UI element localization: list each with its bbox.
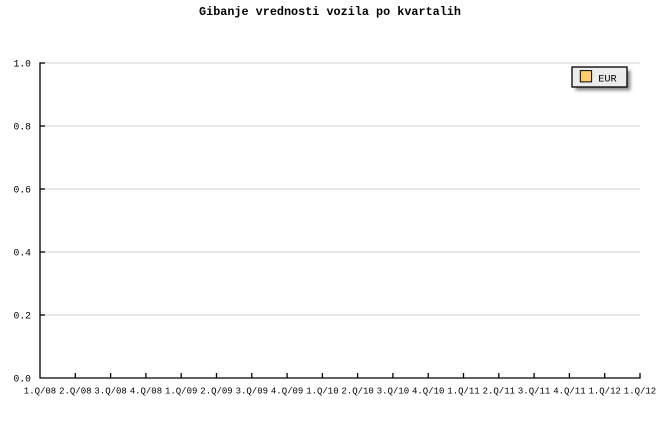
svg-text:EUR: EUR (598, 73, 617, 85)
svg-text:1.Q/11: 1.Q/11 (447, 387, 479, 397)
svg-text:1.Q/08: 1.Q/08 (24, 387, 56, 397)
svg-text:2.Q/11: 2.Q/11 (483, 387, 515, 397)
svg-text:3.Q/11: 3.Q/11 (518, 387, 550, 397)
svg-text:2.Q/10: 2.Q/10 (341, 387, 373, 397)
svg-text:3.Q/10: 3.Q/10 (377, 387, 409, 397)
svg-text:4.Q/11: 4.Q/11 (553, 387, 585, 397)
svg-text:4.Q/08: 4.Q/08 (130, 387, 162, 397)
svg-text:4.Q/10: 4.Q/10 (412, 387, 444, 397)
svg-text:0.8: 0.8 (14, 122, 32, 133)
svg-text:0.6: 0.6 (14, 185, 32, 196)
svg-text:0.4: 0.4 (14, 248, 32, 259)
svg-text:1.Q/10: 1.Q/10 (306, 387, 338, 397)
svg-text:4.Q/09: 4.Q/09 (271, 387, 303, 397)
svg-text:3.Q/09: 3.Q/09 (236, 387, 268, 397)
svg-text:1.Q/09: 1.Q/09 (165, 387, 197, 397)
svg-text:Gibanje vrednosti vozila po kv: Gibanje vrednosti vozila po kvartalih (199, 5, 461, 19)
svg-text:2.Q/09: 2.Q/09 (200, 387, 232, 397)
svg-text:0.0: 0.0 (14, 374, 32, 385)
svg-text:1.0: 1.0 (14, 59, 32, 70)
svg-text:0.2: 0.2 (14, 311, 32, 322)
svg-text:3.Q/08: 3.Q/08 (94, 387, 126, 397)
svg-text:1.Q/12: 1.Q/12 (588, 387, 620, 397)
svg-text:2.Q/08: 2.Q/08 (59, 387, 91, 397)
svg-text:1.Q/12: 1.Q/12 (624, 387, 656, 397)
